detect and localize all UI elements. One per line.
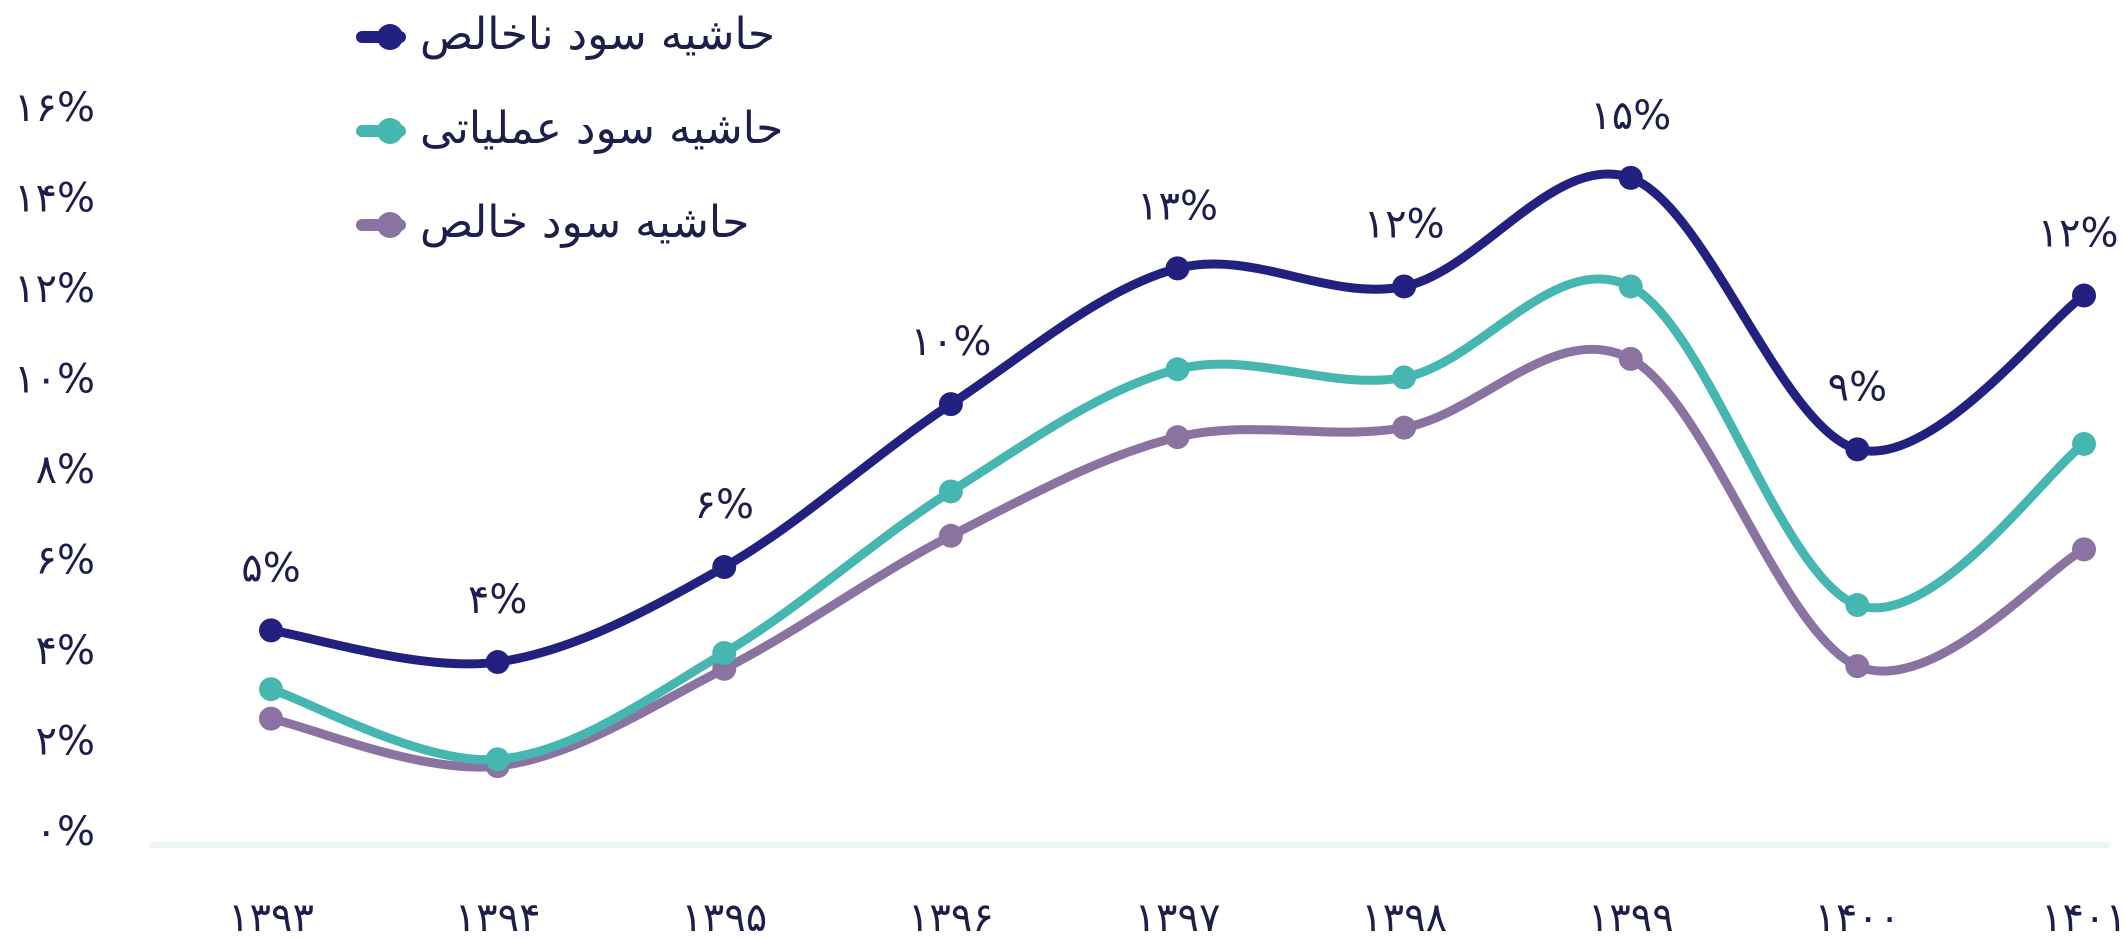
- data-point: [259, 618, 283, 643]
- data-point: [1618, 346, 1643, 371]
- skyline-base: [150, 842, 2110, 848]
- data-label: ۱۲%: [1364, 201, 1445, 247]
- data-point: [485, 747, 510, 772]
- x-tick-label: ۱۳۹۸: [1361, 895, 1447, 939]
- series-line: [266, 274, 2089, 765]
- legend-text: حاشیه سود ناخالص: [420, 9, 775, 60]
- data-label: ۵%: [241, 545, 301, 591]
- data-point: [2072, 431, 2096, 456]
- data-point: [1845, 654, 1870, 679]
- x-tick-label: ۱۳۹۹: [1588, 895, 1674, 939]
- data-point: [1845, 437, 1870, 462]
- y-tick-label: ۱۲%: [14, 266, 95, 312]
- x-tick-label: ۱۴۰۱: [2041, 895, 2126, 939]
- data-point: [938, 392, 963, 417]
- data-point: [712, 641, 737, 665]
- legend-text: حاشیه سود خالص: [420, 197, 749, 248]
- data-point: [712, 555, 737, 580]
- data-point: [938, 523, 963, 548]
- data-point: [259, 677, 283, 702]
- data-point: [2072, 283, 2096, 308]
- x-tick-label: ۱۳۹۶: [908, 895, 994, 939]
- data-label: ۶%: [695, 482, 755, 528]
- data-label: ۹%: [1828, 364, 1888, 410]
- data-label: ۱۳%: [1137, 183, 1218, 229]
- y-tick-label: ۸%: [36, 447, 96, 493]
- data-label: ۴%: [468, 577, 528, 623]
- y-tick-label: ۶%: [36, 538, 96, 584]
- x-tick-label: ۱۳۹۵: [681, 895, 767, 939]
- legend-marker: [377, 118, 403, 144]
- series-line: [266, 169, 2089, 669]
- x-tick-label: ۱۳۹۷: [1135, 895, 1221, 939]
- data-label: ۱۲%: [2038, 211, 2119, 257]
- series-line: [266, 344, 2089, 772]
- x-tick-label: ۱۳۹۳: [228, 895, 314, 939]
- legend-text: حاشیه سود عملیاتی: [420, 103, 783, 154]
- data-point: [938, 479, 963, 504]
- y-tick-label: ۴%: [36, 628, 96, 674]
- data-point: [1165, 256, 1190, 281]
- data-point: [2072, 537, 2096, 562]
- y-tick-label: ۱۶%: [14, 85, 95, 131]
- data-point: [1618, 274, 1643, 299]
- data-point: [1392, 365, 1417, 390]
- data-label: ۱۰%: [910, 319, 991, 365]
- data-point: [1845, 593, 1870, 618]
- data-point: [1392, 274, 1417, 299]
- y-tick-label: ۰%: [36, 809, 96, 855]
- data-point: [1618, 165, 1643, 190]
- y-tick-label: ۱۰%: [14, 357, 95, 403]
- y-tick-label: ۱۴%: [14, 176, 95, 222]
- x-tick-label: ۱۳۹۴: [455, 895, 541, 939]
- data-label: ۱۵%: [1590, 93, 1671, 139]
- x-tick-label: ۱۴۰۰: [1814, 895, 1900, 939]
- data-point: [1165, 357, 1190, 382]
- data-point: [485, 650, 510, 675]
- data-point: [1165, 425, 1190, 450]
- data-point: [259, 706, 283, 731]
- legend-marker: [377, 212, 403, 238]
- legend-marker: [377, 24, 403, 50]
- y-tick-label: ۲%: [36, 719, 96, 765]
- data-point: [1392, 415, 1417, 440]
